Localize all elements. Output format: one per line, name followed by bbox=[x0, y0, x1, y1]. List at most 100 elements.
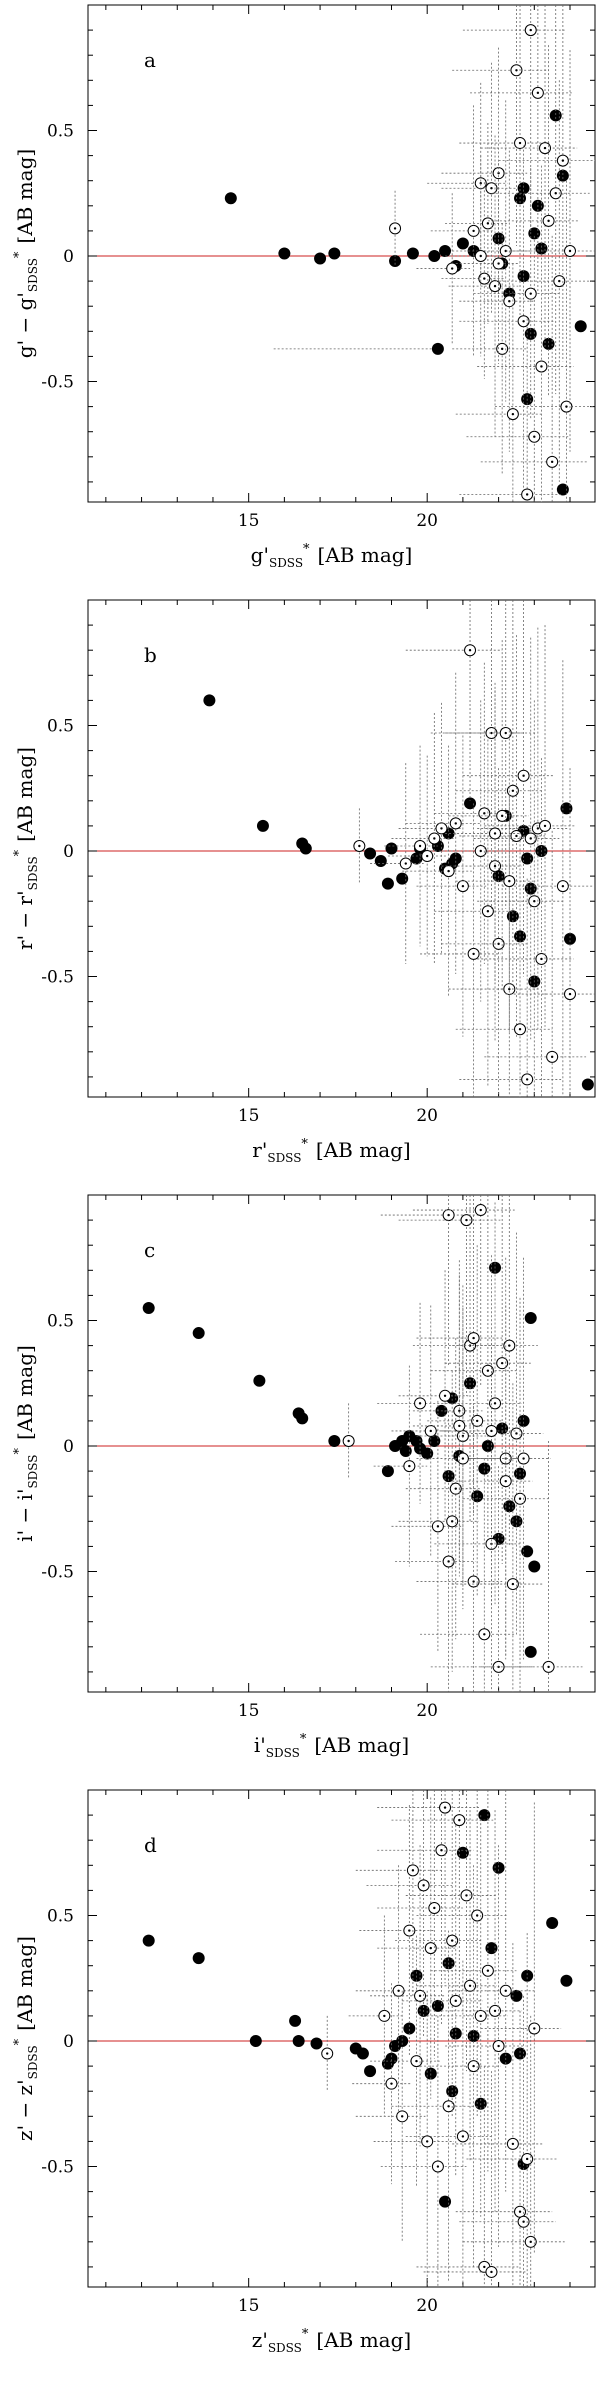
data-point-open-center bbox=[486, 910, 490, 913]
data-point-filled bbox=[439, 244, 452, 257]
data-point-open-center bbox=[393, 227, 397, 230]
data-point-open-center bbox=[450, 267, 454, 270]
data-point-open-center bbox=[397, 1989, 400, 1993]
data-point-open-center bbox=[504, 731, 507, 735]
data-point-open-center bbox=[550, 1055, 554, 1059]
data-point-filled bbox=[278, 247, 291, 260]
data-point-filled bbox=[517, 182, 530, 195]
data-point-open-center bbox=[543, 146, 547, 150]
data-point-open-center bbox=[490, 731, 493, 735]
x-axis-label: z'SDSS* [AB mag] bbox=[252, 2327, 411, 2355]
data-point-open-center bbox=[461, 884, 465, 888]
y-axis-label: r' − r'SDSS*[AB mag] bbox=[12, 747, 40, 950]
data-point-open-center bbox=[443, 1806, 447, 1809]
data-point-open-center bbox=[500, 1361, 504, 1365]
data-point-filled bbox=[396, 2035, 409, 2048]
data-point-filled bbox=[581, 1078, 594, 1091]
data-point-filled bbox=[428, 250, 441, 263]
data-point-filled bbox=[256, 819, 269, 832]
data-point-open-center bbox=[429, 1429, 432, 1433]
data-point-open-center bbox=[493, 284, 497, 288]
panel-d: 15 20 0.5 0 -0.5 d z'SDSS* [AB mag] z' − z'SDSS*… bbox=[12, 1789, 596, 2355]
data-point-open-center bbox=[483, 2265, 486, 2269]
plot-frame bbox=[87, 4, 596, 503]
data-point-open-center bbox=[422, 1884, 425, 1887]
data-point-open-center bbox=[533, 900, 536, 903]
data-point-open-center bbox=[479, 254, 482, 258]
data-point-open-center bbox=[500, 814, 504, 818]
y-tick-label: -0.5 bbox=[41, 2158, 74, 2178]
data-point-open-center bbox=[511, 789, 515, 792]
data-point-open-center bbox=[390, 2082, 393, 2085]
data-point-open-center bbox=[418, 844, 422, 848]
panel-label: c bbox=[144, 1238, 155, 1262]
data-point-filled bbox=[385, 842, 398, 855]
data-point-filled bbox=[431, 342, 444, 355]
series-open bbox=[353, 600, 595, 1097]
data-point-filled bbox=[428, 1434, 441, 1447]
y-tick-label: 0 bbox=[63, 247, 74, 267]
data-point-open-center bbox=[522, 320, 525, 323]
data-point-open-center bbox=[518, 1028, 522, 1031]
y-axis-label-group: g' − g'SDSS*[AB mag] bbox=[12, 149, 40, 358]
series-open bbox=[342, 1195, 583, 1692]
data-point-open-center bbox=[508, 1344, 511, 1347]
data-point-open-center bbox=[425, 854, 429, 858]
series-filled bbox=[203, 694, 594, 1091]
data-point-open-center bbox=[540, 957, 543, 961]
data-point-open-center bbox=[454, 1487, 457, 1490]
data-point-open-center bbox=[436, 2165, 440, 2168]
data-point-filled bbox=[403, 2022, 416, 2035]
data-point-filled bbox=[471, 1490, 484, 1503]
data-point-open-center bbox=[418, 1402, 422, 1405]
data-point-open-center bbox=[468, 649, 472, 652]
data-point-filled bbox=[514, 930, 527, 943]
data-point-filled bbox=[478, 1462, 491, 1475]
data-point-open-center bbox=[358, 844, 361, 848]
data-point-open-center bbox=[415, 2059, 418, 2063]
data-point-filled bbox=[364, 2065, 377, 2078]
data-point-open-center bbox=[411, 1869, 415, 1872]
data-point-open-center bbox=[529, 837, 532, 840]
data-point-open-center bbox=[500, 347, 504, 351]
data-point-open-center bbox=[465, 1894, 468, 1897]
data-point-open-center bbox=[529, 28, 532, 32]
data-point-filled bbox=[556, 483, 569, 496]
data-point-filled bbox=[456, 237, 469, 250]
data-point-filled bbox=[385, 2052, 398, 2065]
data-point-filled bbox=[292, 2035, 305, 2048]
y-tick-label: 0.5 bbox=[47, 1312, 74, 1332]
data-point-filled bbox=[456, 1846, 469, 1859]
data-point-open-center bbox=[558, 279, 561, 283]
data-point-filled bbox=[192, 1327, 205, 1340]
data-point-open-center bbox=[486, 1969, 490, 1972]
y-axis-label: z' − z'SDSS*[AB mag] bbox=[12, 1936, 40, 2141]
data-point-filled bbox=[431, 1999, 444, 2012]
x-tick-label: 15 bbox=[238, 1701, 260, 1721]
data-point-open-center bbox=[533, 435, 536, 438]
data-point-open-center bbox=[447, 1560, 450, 1563]
data-point-open-center bbox=[543, 824, 547, 828]
x-tick-label: 15 bbox=[238, 1106, 260, 1126]
data-point-filled bbox=[289, 2014, 302, 2027]
data-point-open-center bbox=[454, 1999, 457, 2003]
data-point-open-center bbox=[504, 1989, 507, 1993]
series-open bbox=[321, 1790, 565, 2287]
data-point-filled bbox=[478, 1809, 491, 1822]
data-point-open-center bbox=[497, 942, 500, 946]
data-point-filled bbox=[314, 252, 327, 265]
data-point-filled bbox=[560, 1974, 573, 1987]
data-point-filled bbox=[514, 1467, 527, 1480]
plot-frame bbox=[87, 1789, 596, 2288]
data-point-open-center bbox=[490, 2270, 493, 2274]
data-point-filled bbox=[381, 877, 394, 890]
data-point-filled bbox=[310, 2037, 323, 2050]
data-point-open-center bbox=[515, 834, 518, 838]
data-point-filled bbox=[192, 1952, 205, 1965]
data-point-open-center bbox=[429, 1946, 432, 1950]
y-axis-label-group: i' − i'SDSS*[AB mag] bbox=[12, 1345, 40, 1542]
data-point-filled bbox=[503, 1500, 516, 1513]
data-point-open-center bbox=[443, 1394, 447, 1398]
data-point-open-center bbox=[472, 229, 475, 233]
data-point-filled bbox=[485, 1942, 498, 1955]
